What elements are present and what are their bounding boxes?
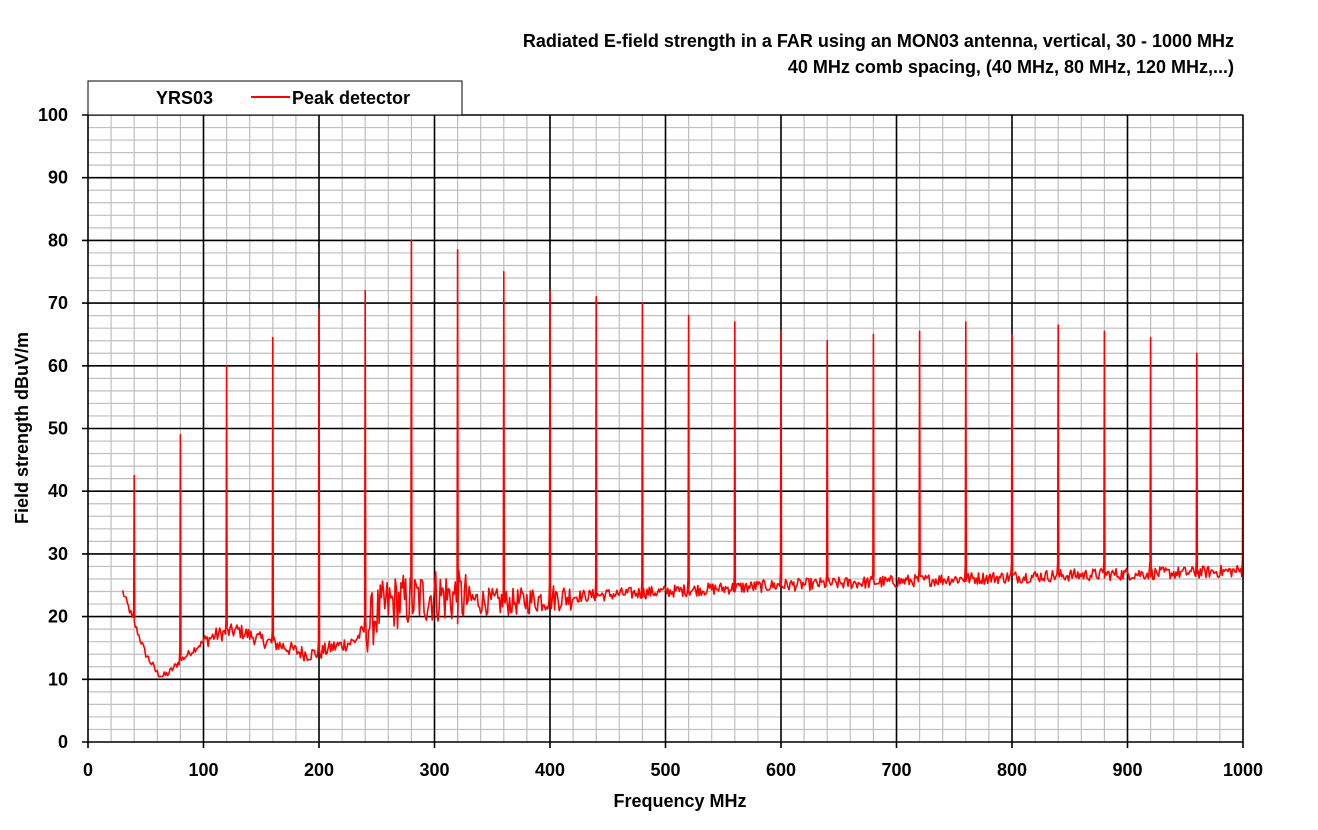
y-tick-label: 80 — [48, 230, 68, 250]
y-tick-label: 50 — [48, 419, 68, 439]
x-tick-label: 200 — [304, 760, 334, 780]
legend-series-name: Peak detector — [292, 88, 410, 108]
x-tick-label: 700 — [881, 760, 911, 780]
x-tick-label: 0 — [83, 760, 93, 780]
y-tick-label: 20 — [48, 607, 68, 627]
chart-title: Radiated E-field strength in a FAR using… — [523, 31, 1234, 51]
y-tick-label: 0 — [58, 732, 68, 752]
legend: YRS03 Peak detector — [87, 80, 463, 116]
y-axis-label: Field strength dBuV/m — [12, 332, 32, 524]
plot-border — [87, 114, 1244, 743]
x-axis-tick-labels: 0 100 200 300 400 500 600 700 800 900 1000 — [83, 760, 1263, 780]
y-tick-label: 70 — [48, 293, 68, 313]
peak-detector-series-line — [121, 239, 1244, 678]
y-tick-label: 90 — [48, 168, 68, 188]
y-tick-label: 60 — [48, 356, 68, 376]
y-tick-label: 10 — [48, 669, 68, 689]
y-tick-label: 30 — [48, 544, 68, 564]
chart-subtitle: 40 MHz comb spacing, (40 MHz, 80 MHz, 12… — [788, 57, 1234, 77]
x-tick-label: 400 — [535, 760, 565, 780]
x-tick-label: 500 — [650, 760, 680, 780]
x-tick-label: 900 — [1112, 760, 1142, 780]
x-tick-label: 300 — [419, 760, 449, 780]
legend-label: YRS03 — [156, 88, 213, 108]
x-tick-label: 800 — [997, 760, 1027, 780]
x-tick-label: 600 — [766, 760, 796, 780]
x-axis-label: Frequency MHz — [613, 791, 746, 811]
x-tick-label: 1000 — [1223, 760, 1263, 780]
y-tick-label: 40 — [48, 481, 68, 501]
x-tick-label: 100 — [188, 760, 218, 780]
y-axis-tick-labels: 0 10 20 30 40 50 60 70 80 90 100 — [38, 105, 68, 752]
y-tick-label: 100 — [38, 105, 68, 125]
